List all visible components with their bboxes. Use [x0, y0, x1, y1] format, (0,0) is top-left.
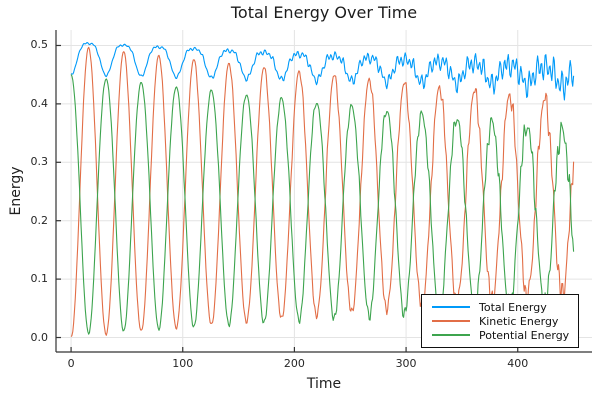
x-tick-label: 200: [283, 357, 305, 370]
series-line-total: [70, 41, 575, 101]
x-tick-label: 0: [67, 357, 75, 370]
chart-title: Total Energy Over Time: [230, 3, 418, 22]
legend-label: Total Energy: [479, 300, 547, 314]
legend: Total Energy Kinetic Energy Potential Ener…: [421, 294, 579, 348]
y-tick-label: 0.5: [30, 38, 49, 52]
x-tick-label: 100: [172, 357, 194, 370]
legend-label: Kinetic Energy: [479, 314, 559, 328]
y-tick-label: 0.1: [30, 272, 49, 286]
legend-entry: Kinetic Energy: [432, 314, 572, 328]
legend-entry: Total Energy: [432, 300, 572, 314]
y-axis-label: Energy: [8, 166, 24, 216]
y-tick-label: 0.2: [30, 213, 49, 227]
legend-entry: Potential Energy: [432, 328, 572, 342]
x-tick-label: 300: [395, 357, 417, 370]
y-tick-label: 0.3: [30, 155, 49, 169]
x-tick-label: 400: [507, 357, 529, 370]
legend-line-sample: [432, 334, 470, 336]
legend-label: Potential Energy: [479, 328, 570, 342]
y-tick-label: 0.4: [30, 96, 49, 110]
legend-line-sample: [432, 320, 470, 322]
x-axis-label: Time: [306, 376, 342, 392]
legend-line-sample: [432, 306, 470, 308]
series-line-potential: [70, 74, 575, 335]
y-tick-label: 0.0: [30, 330, 49, 344]
